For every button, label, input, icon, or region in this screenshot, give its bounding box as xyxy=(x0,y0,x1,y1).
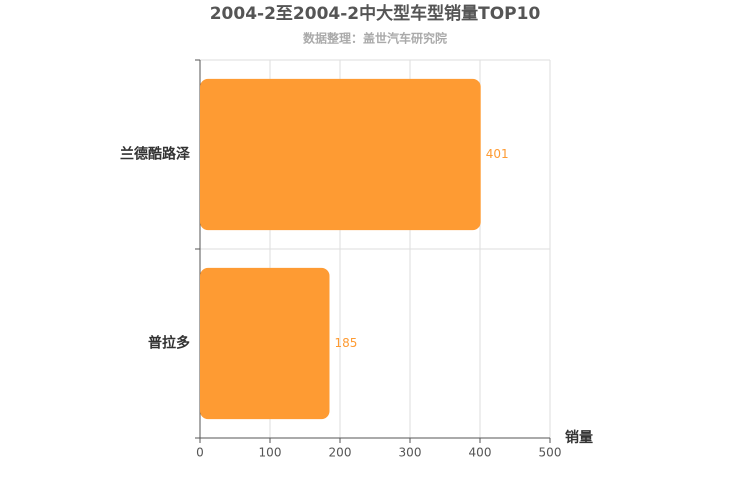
x-tick-label: 300 xyxy=(399,446,422,460)
bar xyxy=(200,267,330,420)
x-axis-label: 销量 xyxy=(565,429,593,446)
x-tick-label: 500 xyxy=(539,446,562,460)
x-tick-label: 100 xyxy=(259,446,282,460)
chart-subtitle: 数据整理：盖世汽车研究院 xyxy=(303,31,447,46)
x-tick-label: 400 xyxy=(469,446,492,460)
bar xyxy=(200,78,481,231)
y-tick-label: 兰德酷路泽 xyxy=(120,146,190,163)
data-label: 185 xyxy=(335,336,358,350)
chart-title: 2004-2至2004-2中大型车型销量TOP10 xyxy=(210,3,541,24)
y-tick-label: 普拉多 xyxy=(148,335,190,352)
data-label: 401 xyxy=(486,147,509,161)
x-tick-label: 200 xyxy=(329,446,352,460)
x-tick-label: 0 xyxy=(196,446,204,460)
